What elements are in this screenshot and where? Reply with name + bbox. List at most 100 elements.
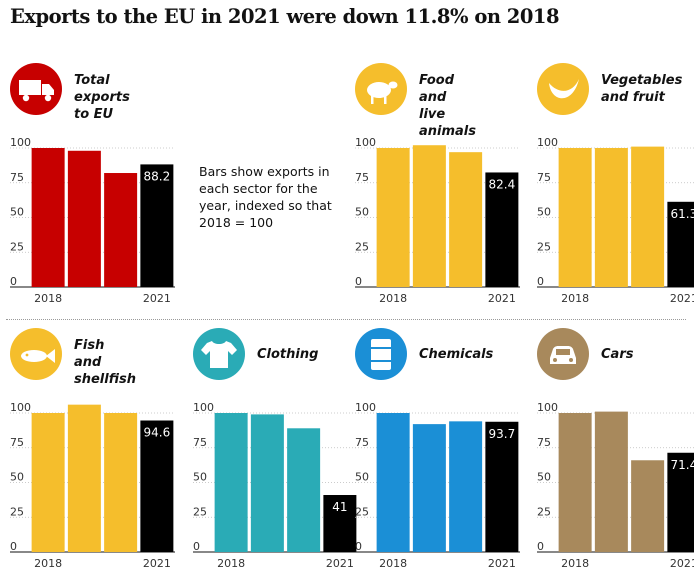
y-tick-label: 25 bbox=[10, 505, 24, 518]
y-tick-label: 50 bbox=[537, 206, 551, 219]
y-tick-label: 100 bbox=[10, 401, 31, 414]
bar-chart: 0 25 50 75 100 93.7 2018 2021 bbox=[355, 401, 520, 570]
y-tick-label: 50 bbox=[10, 206, 24, 219]
x-tick-label: 2021 bbox=[143, 292, 171, 305]
y-tick-label: 100 bbox=[355, 136, 376, 149]
y-tick-label: 75 bbox=[537, 171, 551, 184]
bar-2020 bbox=[449, 421, 483, 552]
panel-title: Cars bbox=[601, 347, 634, 362]
bar-2020 bbox=[287, 428, 321, 552]
x-tick-label: 2021 bbox=[670, 557, 694, 570]
bar-2021 bbox=[323, 495, 357, 552]
bar-2021 bbox=[667, 201, 694, 287]
bar-2019 bbox=[594, 148, 628, 287]
x-tick-label: 2018 bbox=[34, 557, 62, 570]
bar-2021 bbox=[667, 452, 694, 552]
y-tick-label: 50 bbox=[355, 471, 369, 484]
value-label: 71.4 bbox=[671, 458, 694, 472]
x-tick-label: 2018 bbox=[379, 557, 407, 570]
bar-2018 bbox=[376, 413, 410, 552]
y-tick-label: 25 bbox=[355, 240, 369, 253]
y-tick-label: 100 bbox=[537, 136, 558, 149]
value-label: 61.3 bbox=[671, 207, 694, 221]
x-tick-label: 2018 bbox=[561, 557, 589, 570]
bar-2020 bbox=[104, 413, 138, 552]
car-icon bbox=[537, 328, 589, 380]
bar-2018 bbox=[376, 148, 410, 287]
sheep-icon bbox=[355, 63, 407, 115]
chart-note: Bars show exports in each sector for the… bbox=[199, 164, 332, 230]
panel-title: Total exports to EU bbox=[74, 73, 130, 122]
x-tick-label: 2021 bbox=[670, 292, 694, 305]
value-label: 94.6 bbox=[144, 426, 171, 440]
bar-2018 bbox=[31, 413, 65, 552]
y-tick-label: 25 bbox=[193, 505, 207, 518]
tshirt-icon bbox=[193, 328, 245, 380]
y-tick-label: 100 bbox=[10, 136, 31, 149]
y-tick-label: 50 bbox=[537, 471, 551, 484]
bar-chart: 0 25 50 75 100 94.6 2018 2021 bbox=[10, 401, 175, 570]
panel-title: Chemicals bbox=[419, 347, 494, 362]
bar-2019 bbox=[250, 414, 284, 552]
y-tick-label: 75 bbox=[10, 171, 24, 184]
fish-icon bbox=[10, 328, 62, 380]
y-tick-label: 25 bbox=[355, 505, 369, 518]
panel-title: Food and live animals bbox=[419, 73, 476, 139]
truck-icon bbox=[10, 63, 62, 115]
x-tick-label: 2018 bbox=[561, 292, 589, 305]
y-tick-label: 0 bbox=[537, 275, 544, 288]
y-tick-label: 50 bbox=[193, 471, 207, 484]
bar-2019 bbox=[594, 411, 628, 552]
bar-2021 bbox=[140, 420, 174, 552]
bar-chart: 0 25 50 75 100 41 2018 2021 bbox=[193, 401, 358, 570]
bar-2019 bbox=[412, 424, 446, 552]
bar-2019 bbox=[412, 145, 446, 287]
y-tick-label: 75 bbox=[193, 436, 207, 449]
value-label: 88.2 bbox=[144, 169, 171, 183]
y-tick-label: 0 bbox=[10, 540, 17, 553]
bar-2021 bbox=[140, 164, 174, 287]
x-tick-label: 2018 bbox=[34, 292, 62, 305]
y-tick-label: 100 bbox=[537, 401, 558, 414]
y-tick-label: 50 bbox=[355, 206, 369, 219]
bar-2021 bbox=[485, 421, 519, 552]
bar-2018 bbox=[558, 413, 592, 552]
value-label: 41 bbox=[332, 500, 347, 514]
y-tick-label: 0 bbox=[355, 540, 362, 553]
y-tick-label: 0 bbox=[355, 275, 362, 288]
y-tick-label: 25 bbox=[537, 240, 551, 253]
x-tick-label: 2018 bbox=[379, 292, 407, 305]
panel-title: Clothing bbox=[257, 347, 319, 362]
page-title: Exports to the EU in 2021 were down 11.8… bbox=[10, 5, 560, 28]
y-tick-label: 50 bbox=[10, 471, 24, 484]
bar-chart: 0 25 50 75 100 61.3 2018 2021 bbox=[537, 136, 694, 305]
y-tick-label: 25 bbox=[10, 240, 24, 253]
bar-2020 bbox=[631, 460, 665, 552]
y-tick-label: 75 bbox=[537, 436, 551, 449]
bar-2018 bbox=[31, 148, 65, 287]
y-tick-label: 75 bbox=[10, 436, 24, 449]
y-tick-label: 25 bbox=[537, 505, 551, 518]
bar-2019 bbox=[67, 150, 101, 287]
bar-2019 bbox=[67, 404, 101, 552]
bar-chart: 0 25 50 75 100 88.2 2018 2021 bbox=[10, 136, 175, 305]
panel-title: Vegetables and fruit bbox=[601, 73, 683, 105]
x-tick-label: 2021 bbox=[488, 557, 516, 570]
y-tick-label: 0 bbox=[193, 540, 200, 553]
x-tick-label: 2021 bbox=[326, 557, 354, 570]
y-tick-label: 75 bbox=[355, 436, 369, 449]
bar-2018 bbox=[214, 413, 248, 552]
value-label: 82.4 bbox=[489, 177, 516, 191]
barrel-icon bbox=[355, 328, 407, 380]
x-tick-label: 2018 bbox=[217, 557, 245, 570]
x-tick-label: 2021 bbox=[143, 557, 171, 570]
y-tick-label: 100 bbox=[355, 401, 376, 414]
y-tick-label: 0 bbox=[537, 540, 544, 553]
x-tick-label: 2021 bbox=[488, 292, 516, 305]
y-tick-label: 75 bbox=[355, 171, 369, 184]
bar-chart: 0 25 50 75 100 71.4 2018 2021 bbox=[537, 401, 694, 570]
bar-2021 bbox=[485, 172, 519, 287]
value-label: 93.7 bbox=[489, 427, 516, 441]
bar-2018 bbox=[558, 148, 592, 287]
banana-icon bbox=[537, 63, 589, 115]
